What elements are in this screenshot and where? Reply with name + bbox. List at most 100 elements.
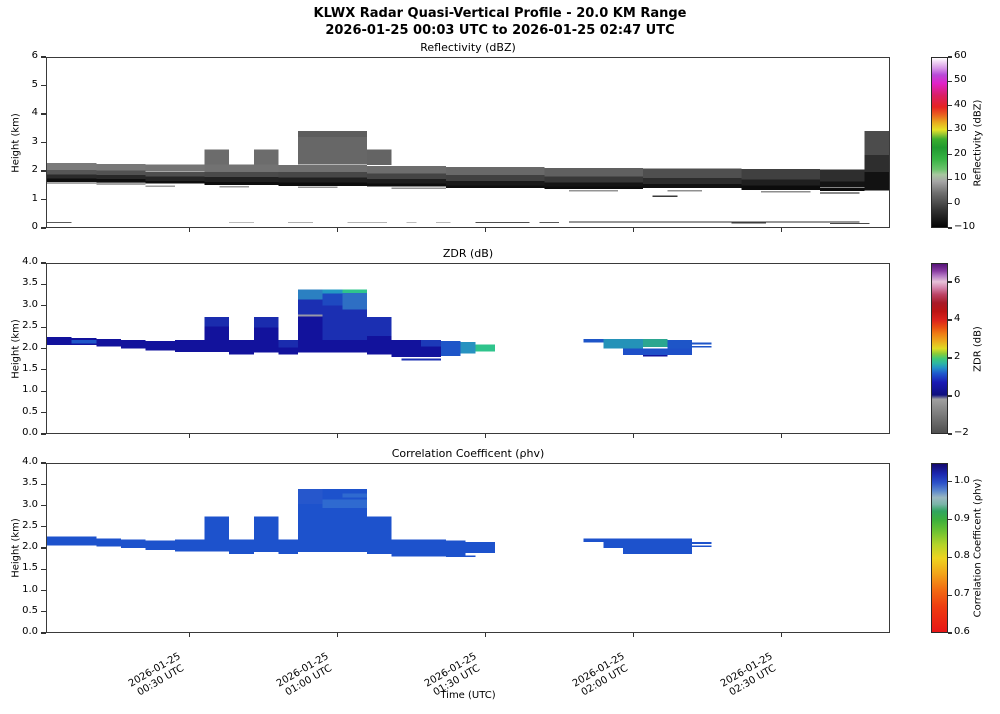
- x-tickmark: [780, 228, 782, 232]
- colorbar-tick-label: −2: [954, 427, 969, 438]
- plot-area-correlation_coefficient: [46, 463, 890, 633]
- y-tick-label: 4: [31, 107, 38, 118]
- x-tickmark: [336, 633, 338, 637]
- x-tickmark: [484, 434, 486, 438]
- colorbar-tickmark: [948, 556, 952, 559]
- y-tickmark: [41, 547, 46, 549]
- y-tickmark: [41, 347, 46, 350]
- y-tick-label: 3.5: [22, 277, 38, 289]
- y-tickmark: [41, 170, 46, 172]
- colorbar-tick-label: 0.8: [954, 550, 970, 562]
- colorbar-tick-label: 0.9: [954, 512, 970, 524]
- y-tick-label: 0.5: [22, 604, 38, 616]
- x-tick-label: 2026-01-25 00:30 UTC: [113, 643, 203, 709]
- y-tickmark: [41, 227, 46, 229]
- colorbar-tick-label: 1.0: [954, 474, 970, 486]
- x-tickmark: [780, 434, 782, 438]
- plot-area-zdr: [46, 263, 890, 434]
- time-axis-label: Time (UTC): [440, 690, 496, 701]
- colorbar-label-reflectivity: Reflectivity (dBZ): [972, 99, 984, 186]
- y-tickmark: [41, 198, 46, 201]
- colorbar-tick-label: 50: [954, 74, 967, 86]
- y-tickmark: [41, 84, 46, 87]
- plot-area-reflectivity: [46, 57, 890, 228]
- colorbar-reflectivity: [931, 57, 948, 228]
- colorbar-zdr: [931, 263, 948, 434]
- y-tickmark: [41, 526, 46, 528]
- x-tickmark: [632, 434, 634, 438]
- y-tickmark: [41, 412, 46, 414]
- x-tickmark: [632, 228, 634, 232]
- colorbar-tickmark: [948, 481, 952, 483]
- x-tickmark: [336, 434, 338, 438]
- y-tick-label: 0.0: [22, 427, 38, 438]
- y-tickmark: [41, 113, 46, 115]
- colorbar-tick-label: 10: [954, 172, 967, 184]
- x-tickmark: [780, 633, 782, 637]
- y-tick-label: 4.0: [22, 256, 38, 267]
- colorbar-tickmark: [948, 154, 952, 156]
- y-tick-label: 1.0: [22, 583, 38, 595]
- colorbar-tickmark: [948, 56, 952, 58]
- y-tick-label: 0.5: [22, 405, 38, 417]
- y-tick-label: 0.0: [22, 626, 38, 637]
- y-tick-label: 3.0: [22, 498, 38, 510]
- y-tickmark: [41, 283, 46, 285]
- y-tickmark: [41, 141, 46, 144]
- colorbar-tickmark: [948, 281, 952, 283]
- y-tickmark: [41, 262, 46, 264]
- y-tickmark: [41, 504, 46, 507]
- y-tickmark: [41, 462, 46, 464]
- y-tick-label: 1: [31, 192, 38, 204]
- heatmap-cells-correlation_coefficient: [47, 489, 712, 558]
- colorbar-tickmark: [948, 632, 952, 634]
- colorbar-tickmark: [948, 433, 952, 435]
- colorbar-correlation_coefficient: [931, 463, 948, 633]
- x-tickmark: [484, 633, 486, 637]
- panel-title-correlation_coefficient: Correlation Coefficent (ρhv): [391, 447, 545, 460]
- colorbar-tick-label: 0: [954, 389, 961, 400]
- colorbar-tickmark: [948, 178, 952, 180]
- colorbar-tickmark: [948, 129, 952, 131]
- y-tick-label: 3.5: [22, 477, 38, 489]
- x-tickmark: [188, 633, 190, 637]
- y-tickmark: [41, 611, 46, 613]
- colorbar-tickmark: [948, 357, 952, 359]
- y-tick-label: 2.5: [22, 519, 38, 531]
- colorbar-tickmark: [948, 80, 952, 83]
- colorbar-tickmark: [948, 395, 952, 397]
- y-tickmark: [41, 56, 46, 58]
- colorbar-tickmark: [948, 227, 952, 229]
- heatmap-cells-zdr: [47, 289, 712, 361]
- y-tickmark: [41, 326, 46, 328]
- colorbar-tick-label: −10: [954, 221, 976, 232]
- y-tick-label: 3: [31, 135, 38, 147]
- colorbar-tick-label: 40: [954, 98, 967, 110]
- y-tickmark: [41, 589, 46, 592]
- x-tickmark: [484, 228, 486, 232]
- x-tick-label: 2026-01-25 02:30 UTC: [705, 643, 795, 709]
- y-tickmark: [41, 369, 46, 371]
- y-tick-label: 2.0: [22, 541, 38, 552]
- y-tickmark: [41, 483, 46, 485]
- colorbar-tickmark: [948, 202, 952, 205]
- y-tickmark: [41, 433, 46, 435]
- y-tickmark: [41, 568, 46, 570]
- y-tick-label: 5: [31, 78, 38, 90]
- figure-subtitle: 2026-01-25 00:03 UTC to 2026-01-25 02:47…: [325, 23, 675, 38]
- x-tick-label: 2026-01-25 02:00 UTC: [557, 643, 647, 709]
- colorbar-tick-label: 0.6: [954, 626, 970, 637]
- y-tick-label: 4.0: [22, 456, 38, 467]
- y-tick-label: 6: [31, 50, 38, 61]
- panel-title-reflectivity: Reflectivity (dBZ): [420, 41, 516, 54]
- colorbar-label-zdr: ZDR (dB): [972, 325, 984, 372]
- colorbar-tickmark: [948, 319, 952, 321]
- figure-title: KLWX Radar Quasi-Vertical Profile - 20.0…: [313, 6, 687, 21]
- y-tick-label: 2: [31, 164, 38, 175]
- panel-title-zdr: ZDR (dB): [442, 247, 494, 260]
- colorbar-tick-label: 30: [954, 123, 967, 135]
- heatmap-cells-reflectivity: [47, 131, 889, 224]
- y-tickmark: [41, 632, 46, 634]
- y-tick-label: 0: [31, 221, 38, 232]
